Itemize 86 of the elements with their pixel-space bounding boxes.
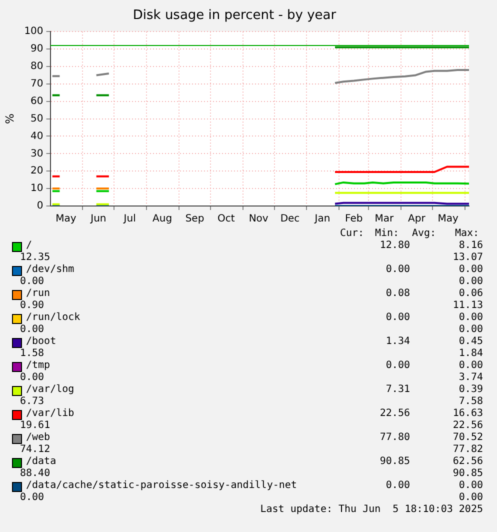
chart-title: Disk usage in percent - by year <box>132 8 337 24</box>
text: 16.63 <box>452 408 483 420</box>
y-tick-label: 40 <box>30 130 44 142</box>
x-tick-label: Aug <box>152 214 172 225</box>
x-tick-label: Dec <box>280 214 300 225</box>
x-tick-label: May <box>438 214 458 225</box>
legend-label: /boot <box>26 336 56 348</box>
y-tick-label: 30 <box>30 148 44 160</box>
text: Max: <box>455 228 480 240</box>
text: 0.06 <box>458 288 483 300</box>
x-tick-label: Jan <box>314 214 330 225</box>
x-tick-label: Nov <box>248 214 268 225</box>
text: 7.58 <box>458 396 483 408</box>
legend-label: /web <box>26 432 50 444</box>
text: 1.58 <box>20 348 44 360</box>
text: 1.84 <box>458 348 483 360</box>
text: 13.07 <box>452 252 483 264</box>
text: 90.85 <box>380 456 410 468</box>
legend-label: /tmp <box>26 360 50 372</box>
legend-label: /run/lock <box>26 312 80 324</box>
y-tick-label: 90 <box>30 44 44 55</box>
text: 88.40 <box>20 468 50 480</box>
text: 6.73 <box>20 396 44 408</box>
text: 90.85 <box>452 468 483 480</box>
text: 0.00 <box>458 492 483 504</box>
text: 0.00 <box>20 324 44 336</box>
legend-label: /data <box>26 456 56 468</box>
text: 70.52 <box>452 432 483 444</box>
x-tick-label: Apr <box>408 214 426 225</box>
text: Min: <box>375 228 400 240</box>
text: 0.00 <box>458 276 483 288</box>
text: 11.13 <box>452 300 483 312</box>
text: 0.00 <box>386 264 410 276</box>
text: 19.61 <box>20 420 50 432</box>
x-tick-label: Oct <box>218 214 235 225</box>
x-tick-label: May <box>56 214 76 225</box>
y-tick-label: 70 <box>30 78 44 90</box>
text: 0.00 <box>458 324 483 336</box>
text: 0.00 <box>20 492 44 504</box>
text: 0.00 <box>20 372 44 384</box>
x-tick-label: Feb <box>344 214 363 225</box>
y-tick-label: 0 <box>36 200 44 212</box>
text: 0.00 <box>458 360 483 372</box>
text: 0.00 <box>386 360 410 372</box>
text: 0.00 <box>20 276 44 288</box>
y-tick-label: 20 <box>30 166 44 177</box>
text: 8.16 <box>458 240 483 252</box>
text: 7.31 <box>386 384 410 396</box>
legend-label: /dev/shm <box>26 264 74 276</box>
text: 0.08 <box>386 288 410 300</box>
x-tick-label: Sep <box>185 214 204 225</box>
legend-label: /var/lib <box>26 408 74 420</box>
legend-label: /var/log <box>26 384 74 396</box>
text: 12.80 <box>380 240 410 252</box>
y-tick-label: 60 <box>30 96 44 107</box>
text: 22.56 <box>452 420 483 432</box>
y-tick-label: 10 <box>30 183 44 194</box>
text: 62.56 <box>452 456 483 468</box>
text: 1.34 <box>386 336 410 348</box>
text: 0.90 <box>20 300 44 312</box>
text: 3.74 <box>458 372 483 384</box>
text: 0.00 <box>386 480 410 492</box>
text: 0.39 <box>458 384 483 396</box>
text: 12.35 <box>20 252 50 264</box>
text: 77.82 <box>452 444 483 456</box>
legend-label: /data/cache/static-paroisse-soisy-andilly-net <box>26 480 297 492</box>
y-tick-label: 80 <box>30 61 44 72</box>
legend-label: /run <box>26 288 50 300</box>
x-tick-label: Mar <box>374 214 395 225</box>
text: 0.00 <box>458 480 483 492</box>
text: Cur: <box>340 228 364 240</box>
text: 22.56 <box>380 408 410 420</box>
text: Last update: Thu Jun 5 18:10:03 2025 <box>260 504 483 516</box>
text: 77.80 <box>380 432 410 444</box>
text: Avg: <box>412 228 436 240</box>
text: 0.00 <box>386 312 410 324</box>
text: 0.45 <box>458 336 483 348</box>
x-tick-label: Jul <box>122 214 136 225</box>
y-tick-label: 50 <box>30 113 44 124</box>
text: 0.00 <box>458 264 483 276</box>
text: 0.00 <box>458 312 483 324</box>
text: 74.12 <box>20 444 50 456</box>
y-axis-title: % <box>3 114 16 124</box>
y-tick-label: 100 <box>24 26 44 38</box>
x-tick-label: Jun <box>90 214 106 225</box>
legend-label: / <box>26 240 32 252</box>
